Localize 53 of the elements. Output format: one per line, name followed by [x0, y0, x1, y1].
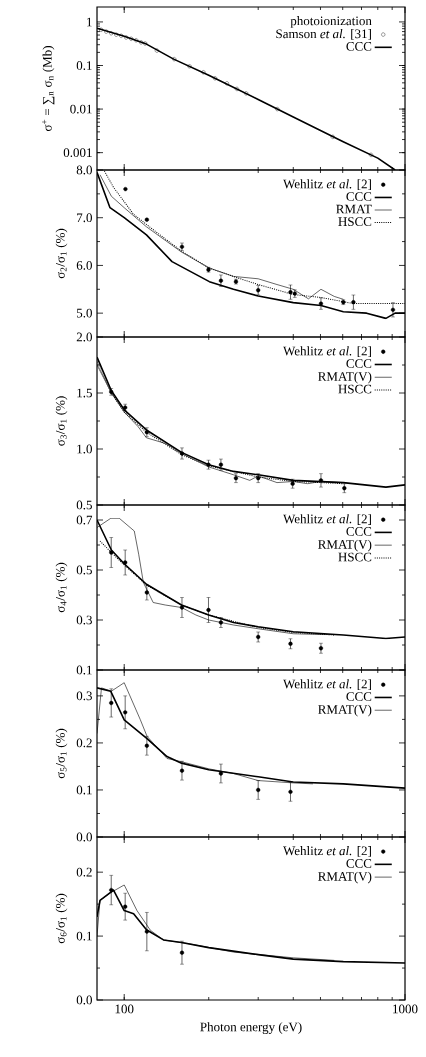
y-tick-label: 0.3: [76, 691, 92, 701]
legend-label: Wehlitz et al. [2]: [283, 846, 371, 857]
y-tick-label: 0.0: [76, 832, 92, 842]
y-tick-label: 0.2: [76, 867, 92, 877]
y-tick-label: 2.0: [76, 332, 92, 342]
y-axis-title: σ$_{5}$/σ$_{1}$ (%): [55, 728, 68, 779]
legend-label: RMAT(V): [318, 539, 372, 552]
y-axis-title: σ$_{6}$/σ$_{1}$ (%): [55, 893, 68, 944]
y-tick-label: 0.1: [76, 665, 92, 675]
legend-label: Wehlitz et al. [2]: [283, 179, 371, 190]
y-axis-title: σ$^{+}$ = ∑$_{n}$ σ$_{n}$ (Mb): [42, 46, 55, 132]
legend-label: CCC: [346, 859, 372, 868]
legend-label: HSCC: [338, 217, 372, 226]
y-tick-label: 0.2: [76, 738, 92, 748]
legend-label: RMAT(V): [318, 371, 372, 384]
y-tick-label: 0.1: [76, 61, 92, 70]
y-tick-label: 0.1: [76, 785, 92, 795]
legend-label: Wehlitz et al. [2]: [283, 346, 371, 358]
legend-label: HSCC: [338, 384, 372, 394]
legend-title: photoionization: [290, 16, 372, 28]
y-axis-title: σ$_{2}$/σ$_{1}$ (%): [55, 228, 68, 279]
y-tick-label: 0.7: [76, 515, 93, 525]
y-tick-label: 1.0: [77, 444, 92, 454]
y-tick-label: 0.5: [76, 565, 92, 575]
legend-label: CCC: [346, 42, 372, 51]
legend-label: Samson et al. [31]: [276, 29, 371, 40]
legend-label: RMAT: [336, 204, 372, 214]
y-tick-label: 0.3: [76, 615, 92, 625]
x-tick-label: 100: [115, 1004, 134, 1014]
legend-label: RMAT(V): [318, 871, 372, 884]
y-tick-label: 7.0: [77, 213, 92, 223]
legend-label: RMAT(V): [318, 704, 372, 717]
legend-label: CCC: [346, 527, 372, 536]
y-tick-label: 0.1: [76, 931, 92, 941]
legend-label: CCC: [346, 359, 372, 368]
x-tick-label: 1000: [393, 1004, 418, 1014]
y-tick-label: 0.001: [63, 148, 92, 158]
y-axis-title: σ$_{3}$/σ$_{1}$ (%): [55, 396, 68, 446]
y-tick-label: 6.0: [76, 261, 92, 270]
y-tick-label: 0.01: [70, 104, 92, 114]
legend-label: HSCC: [338, 552, 372, 562]
y-tick-label: 1: [87, 17, 92, 27]
legend-label: Wehlitz et al. [2]: [283, 514, 371, 525]
legend-label: CCC: [346, 692, 372, 701]
y-tick-label: 5.0: [76, 308, 92, 318]
legend-label: CCC: [346, 192, 372, 201]
y-tick-label: 1.5: [77, 388, 92, 398]
y-tick-label: 0.0: [76, 995, 92, 1005]
y-axis-title: σ$_{4}$/σ$_{1}$ (%): [55, 562, 68, 613]
legend-label: Wehlitz et al. [2]: [283, 679, 371, 690]
y-tick-label: 0.5: [76, 500, 92, 510]
y-tick-label: 8.0: [76, 165, 92, 175]
x-axis-title: Photon energy (eV): [200, 1022, 302, 1035]
